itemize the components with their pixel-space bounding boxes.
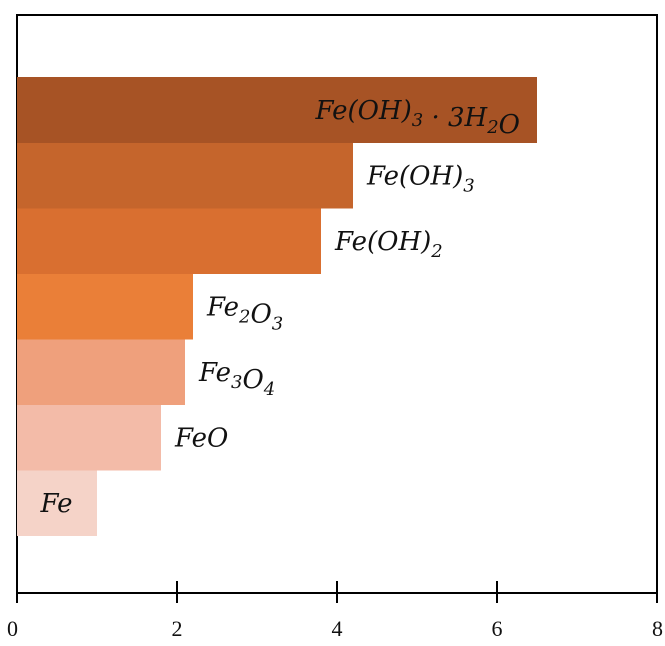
bar-fe-oh-2 — [17, 208, 321, 274]
bar-label-fe: Fe — [39, 489, 72, 519]
x-tick-label: 8 — [652, 616, 663, 641]
x-tick-label: 6 — [492, 616, 503, 641]
bar-fe-oh-3-3h2o — [17, 77, 537, 143]
bar-feo — [17, 404, 161, 471]
bars-group — [17, 77, 537, 536]
bar-label-fe-oh-3-3h2o: Fe(OH)3 · 3H2O — [314, 96, 520, 140]
bar-fe — [17, 470, 97, 536]
x-axis-ticks: 0 2 4 6 8 — [7, 581, 663, 641]
bar-fe-oh-3 — [17, 142, 353, 209]
bar-fe2o3 — [17, 273, 193, 340]
bar-label-fe2o3: Fe2O3 — [206, 292, 283, 334]
bar-fe3o4 — [17, 339, 185, 405]
bar-label-fe-oh-3: Fe(OH)3 — [366, 161, 475, 196]
x-tick-label: 2 — [172, 616, 183, 641]
bar-labels-group: Fe FeO Fe3O4 Fe2O3 Fe(OH)2 Fe(OH)3 Fe(OH)3 · 3… — [39, 96, 520, 519]
x-tick-label: 0 — [7, 616, 18, 641]
bar-label-feo: FeO — [174, 423, 228, 453]
bar-label-fe3o4: Fe3O4 — [198, 358, 275, 400]
x-tick-label: 4 — [332, 616, 343, 641]
bar-label-fe-oh-2: Fe(OH)2 — [334, 227, 443, 262]
